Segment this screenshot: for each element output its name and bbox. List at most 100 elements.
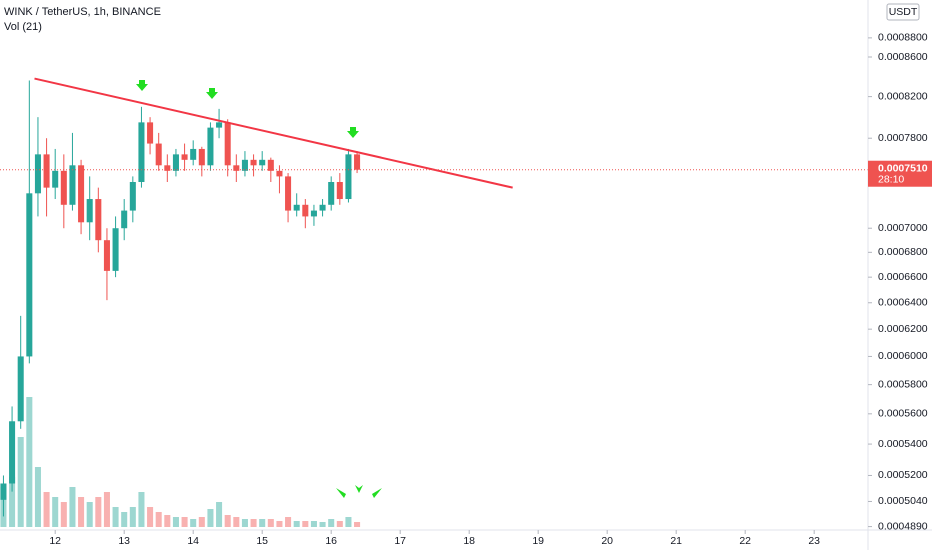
volume-bar	[276, 521, 283, 527]
price-axis-panel	[868, 0, 932, 550]
currency-badge[interactable]	[886, 3, 920, 21]
candle-body	[207, 127, 214, 166]
candle-body	[241, 159, 248, 171]
x-tick-label: 21	[670, 535, 682, 547]
candle-body	[224, 122, 231, 166]
x-tick-label: 20	[601, 535, 613, 547]
volume-bar	[224, 515, 231, 527]
volume-bar	[155, 512, 162, 527]
volume-bar	[86, 502, 93, 527]
candle-body	[250, 159, 257, 166]
volume-bar	[293, 521, 300, 527]
x-tick-label: 23	[808, 535, 820, 547]
x-tick-label: 15	[256, 535, 268, 547]
y-tick-label: 0.0006800	[878, 246, 928, 258]
plot	[0, 77, 868, 527]
candle-body	[293, 204, 300, 211]
candle-body	[60, 170, 67, 205]
candle-body	[319, 204, 326, 211]
y-tick-label: 0.0007000	[878, 222, 928, 234]
volume-bar	[121, 512, 128, 527]
last-price-label: 0.0007510	[878, 163, 928, 175]
x-tick-label: 14	[187, 535, 199, 547]
volume-bar	[207, 509, 214, 527]
volume-bar	[302, 521, 309, 527]
volume-bar	[310, 521, 317, 527]
candle-body	[336, 181, 343, 200]
volume-bar	[9, 477, 16, 527]
volume-bar	[233, 517, 240, 527]
annotation-arrows	[136, 80, 382, 498]
x-tick-label: 17	[394, 535, 406, 547]
volume-bar	[354, 522, 361, 527]
trend-line	[34, 77, 513, 189]
candle-body	[0, 483, 7, 500]
volume-bar	[285, 517, 292, 527]
candle-body	[17, 356, 24, 422]
y-tick-label: 0.0005600	[878, 408, 928, 420]
candle-body	[52, 170, 59, 188]
candle-body	[103, 240, 110, 271]
candle-body	[345, 154, 352, 200]
arrow	[355, 485, 363, 493]
candle-body	[172, 154, 179, 171]
volume-bar	[267, 519, 274, 527]
arrow	[372, 488, 382, 498]
candle-body	[121, 210, 128, 229]
x-tick-label: 13	[118, 535, 130, 547]
volume-bar	[103, 492, 110, 527]
volume-bar	[43, 492, 50, 527]
volume-label: Vol (21)	[4, 21, 42, 33]
volume-bar	[319, 522, 326, 527]
volume-bar	[164, 515, 171, 527]
candle-body	[302, 204, 309, 217]
candle-body	[164, 165, 171, 171]
x-tick-label: 22	[739, 535, 751, 547]
volume-bar	[328, 519, 335, 527]
candle-body	[216, 122, 223, 128]
y-tick-label: 0.0007800	[878, 132, 928, 144]
y-tick-label: 0.0006200	[878, 323, 928, 335]
candle-body	[354, 154, 361, 170]
arrow	[206, 88, 218, 99]
volume-bar	[112, 507, 119, 527]
volume-bar	[190, 519, 197, 527]
volume-bar	[250, 519, 257, 527]
candle-body	[190, 148, 197, 160]
volume-bar	[34, 467, 41, 527]
candle-body	[310, 210, 317, 217]
volume-bar	[17, 437, 24, 527]
volume-bar	[26, 397, 33, 527]
chart-title: WINK / TetherUS, 1h, BINANCE	[4, 6, 161, 18]
y-tick-label: 0.0005040	[878, 495, 928, 507]
arrow	[336, 488, 346, 498]
candle-body	[147, 122, 154, 144]
currency-label[interactable]: USDT	[889, 6, 918, 18]
arrow	[347, 127, 359, 138]
y-tick-label: 0.0005200	[878, 469, 928, 481]
candle-body	[34, 154, 41, 194]
candle-body	[138, 122, 145, 182]
candle-body	[267, 159, 274, 171]
candle-body	[155, 143, 162, 166]
y-tick-label: 0.0005400	[878, 438, 928, 450]
volume-bar	[336, 521, 343, 527]
volume-bar	[181, 517, 188, 527]
volume-bar	[138, 492, 145, 527]
y-tick-label: 0.0008800	[878, 32, 928, 44]
volume-bar	[95, 497, 102, 527]
volume-bar	[78, 497, 85, 527]
y-tick-label: 0.0008600	[878, 51, 928, 63]
countdown: 28:10	[878, 174, 904, 186]
candle-body	[285, 176, 292, 211]
candle-body	[95, 199, 102, 241]
volume-bar	[259, 519, 266, 527]
x-tick-label: 18	[463, 535, 475, 547]
candle-body	[86, 199, 93, 223]
y-tick-label: 0.0004890	[878, 520, 928, 532]
volume-bar	[241, 519, 248, 527]
y-tick-label: 0.0006600	[878, 271, 928, 283]
y-tick-label: 0.0006000	[878, 350, 928, 362]
candle-body	[43, 154, 50, 188]
